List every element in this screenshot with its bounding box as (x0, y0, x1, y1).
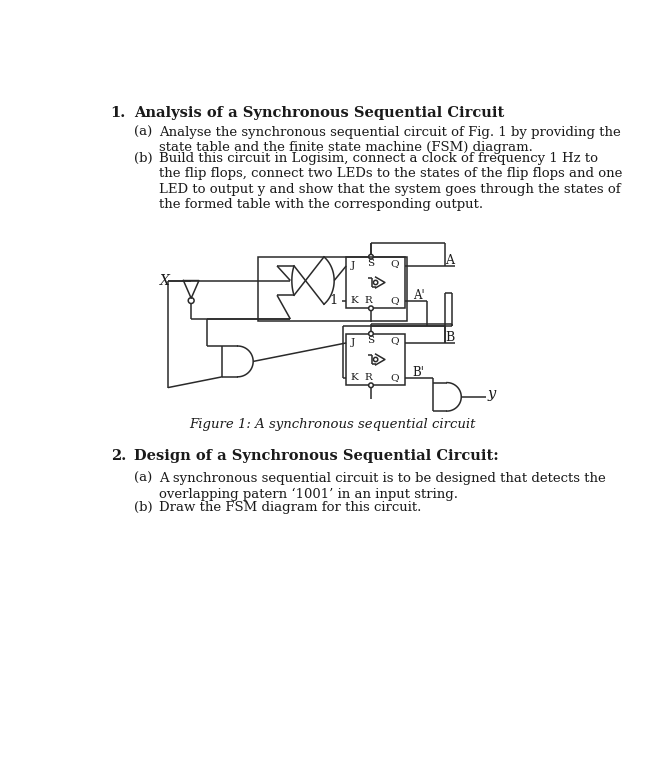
Text: B': B' (413, 365, 424, 378)
Bar (346, 334, 405, 385)
Circle shape (369, 254, 373, 259)
Text: K: K (351, 296, 359, 305)
Text: K: K (351, 373, 359, 382)
Text: B: B (445, 331, 455, 344)
Text: overlapping patern ‘1001’ in an input string.: overlapping patern ‘1001’ in an input st… (158, 488, 458, 501)
Text: (b): (b) (134, 501, 153, 514)
Text: J: J (351, 339, 355, 348)
Text: Figure 1: A synchronous sequential circuit: Figure 1: A synchronous sequential circu… (189, 418, 476, 431)
Text: the flip flops, connect two LEDs to the states of the flip flops and one: the flip flops, connect two LEDs to the … (158, 168, 622, 180)
Text: y: y (488, 387, 496, 401)
Text: Q: Q (390, 373, 399, 382)
Text: (b): (b) (134, 152, 153, 165)
Text: Q: Q (390, 336, 399, 345)
Text: Build this circuit in Logisim, connect a clock of frequency 1 Hz to: Build this circuit in Logisim, connect a… (158, 152, 598, 165)
Text: Draw the FSM diagram for this circuit.: Draw the FSM diagram for this circuit. (158, 501, 421, 514)
Text: 1.: 1. (110, 106, 126, 119)
Text: S: S (367, 259, 374, 268)
Circle shape (369, 332, 373, 336)
Text: the formed table with the corresponding output.: the formed table with the corresponding … (158, 198, 483, 211)
Text: Q: Q (390, 259, 399, 268)
Text: R: R (365, 296, 373, 305)
Text: J: J (351, 261, 355, 270)
Text: R: R (365, 373, 373, 382)
Text: Design of a Synchronous Sequential Circuit:: Design of a Synchronous Sequential Circu… (134, 449, 498, 463)
Text: LED to output y and show that the system goes through the states of: LED to output y and show that the system… (158, 183, 620, 196)
Text: state table and the finite state machine (FSM) diagram.: state table and the finite state machine… (158, 141, 532, 154)
Bar (258, 257, 407, 322)
Text: A': A' (413, 289, 424, 302)
Circle shape (369, 306, 373, 310)
Text: A synchronous sequential circuit is to be designed that detects the: A synchronous sequential circuit is to b… (158, 473, 606, 486)
Text: (a): (a) (134, 473, 152, 486)
Circle shape (188, 298, 194, 303)
Circle shape (369, 383, 373, 388)
Text: Q: Q (390, 296, 399, 305)
Text: 1: 1 (329, 294, 337, 307)
Text: (a): (a) (134, 126, 152, 139)
Text: A: A (445, 254, 454, 267)
Text: Analysis of a Synchronous Sequential Circuit: Analysis of a Synchronous Sequential Cir… (134, 106, 504, 119)
Circle shape (373, 357, 378, 362)
Text: X: X (160, 273, 170, 287)
Bar (346, 257, 405, 308)
Text: 2.: 2. (110, 449, 126, 463)
Circle shape (373, 280, 378, 285)
Text: S: S (367, 336, 374, 345)
Text: Analyse the synchronous sequential circuit of Fig. 1 by providing the: Analyse the synchronous sequential circu… (158, 126, 620, 139)
